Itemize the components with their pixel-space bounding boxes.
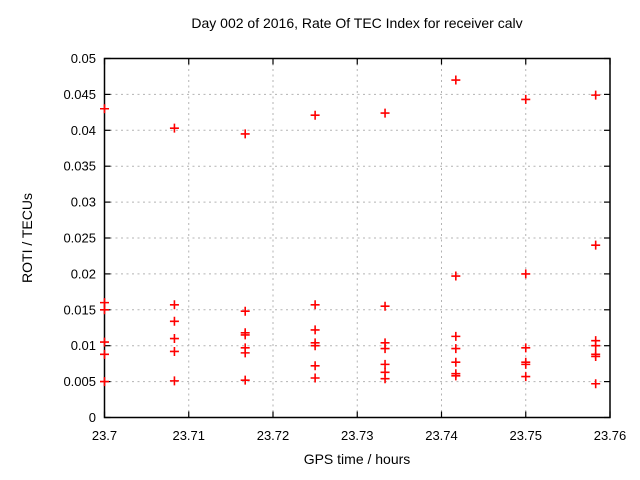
x-tick-label: 23.74: [425, 428, 458, 443]
data-point-marker: [521, 359, 531, 369]
y-tick-label: 0.005: [63, 374, 96, 389]
y-tick-label: 0.045: [63, 87, 96, 102]
x-axis-label: GPS time / hours: [303, 451, 411, 467]
data-point-marker: [451, 75, 461, 85]
data-point-marker: [380, 359, 390, 369]
data-point-marker: [380, 108, 390, 118]
data-point-marker: [591, 240, 601, 250]
data-point-marker: [451, 271, 461, 281]
data-point-marker: [100, 337, 109, 347]
data-point-marker: [521, 372, 531, 382]
data-point-marker: [100, 349, 109, 359]
data-point-marker: [521, 269, 531, 279]
data-point-marker: [310, 110, 320, 120]
data-point-marker: [451, 357, 461, 367]
y-tick-label: 0.03: [71, 195, 96, 210]
data-point-marker: [521, 94, 531, 104]
data-point-marker: [169, 376, 179, 386]
x-tick-label: 23.7: [92, 428, 117, 443]
data-point-marker: [169, 346, 179, 356]
y-tick-label: 0.02: [71, 266, 96, 281]
data-point-marker: [451, 371, 461, 381]
data-point-marker: [310, 300, 320, 310]
data-point-marker: [380, 374, 390, 384]
data-point-marker: [451, 331, 461, 341]
y-tick-label: 0.035: [63, 159, 96, 174]
data-point-marker: [591, 341, 601, 351]
data-point-marker: [169, 316, 179, 326]
x-tick-label: 23.76: [594, 428, 627, 443]
data-point-marker: [380, 344, 390, 354]
data-point-marker: [169, 300, 179, 310]
y-tick-label: 0.015: [63, 302, 96, 317]
data-point-marker: [591, 90, 601, 100]
x-tick-label: 23.71: [172, 428, 205, 443]
data-point-marker: [521, 343, 531, 353]
data-point-marker: [240, 330, 250, 340]
plot-border: [103, 57, 611, 419]
x-tick-label: 23.73: [341, 428, 374, 443]
data-point-marker: [310, 361, 320, 371]
data-point-marker: [100, 104, 109, 114]
data-point-marker: [240, 348, 250, 358]
y-tick-label: 0.025: [63, 231, 96, 246]
data-point-marker: [591, 351, 601, 361]
data-point-marker: [240, 306, 250, 316]
data-point-marker: [591, 379, 601, 389]
y-tick-label: 0.01: [71, 338, 96, 353]
data-point-marker: [310, 341, 320, 351]
data-point-marker: [240, 129, 250, 139]
y-tick-label: 0: [89, 410, 96, 425]
y-tick-label: 0.04: [71, 123, 96, 138]
x-tick-label: 23.75: [509, 428, 542, 443]
data-point-marker: [240, 375, 250, 385]
data-point-marker: [100, 377, 109, 387]
y-tick-label: 0.05: [71, 51, 96, 66]
data-point-marker: [310, 373, 320, 383]
data-point-marker: [100, 305, 109, 315]
data-point-marker: [451, 344, 461, 354]
data-point-marker: [169, 123, 179, 133]
data-point-marker: [169, 334, 179, 344]
x-tick-label: 23.72: [257, 428, 290, 443]
data-point-marker: [310, 325, 320, 335]
data-point-marker: [380, 301, 390, 311]
chart-title: Day 002 of 2016, Rate Of TEC Index for r…: [191, 15, 523, 31]
